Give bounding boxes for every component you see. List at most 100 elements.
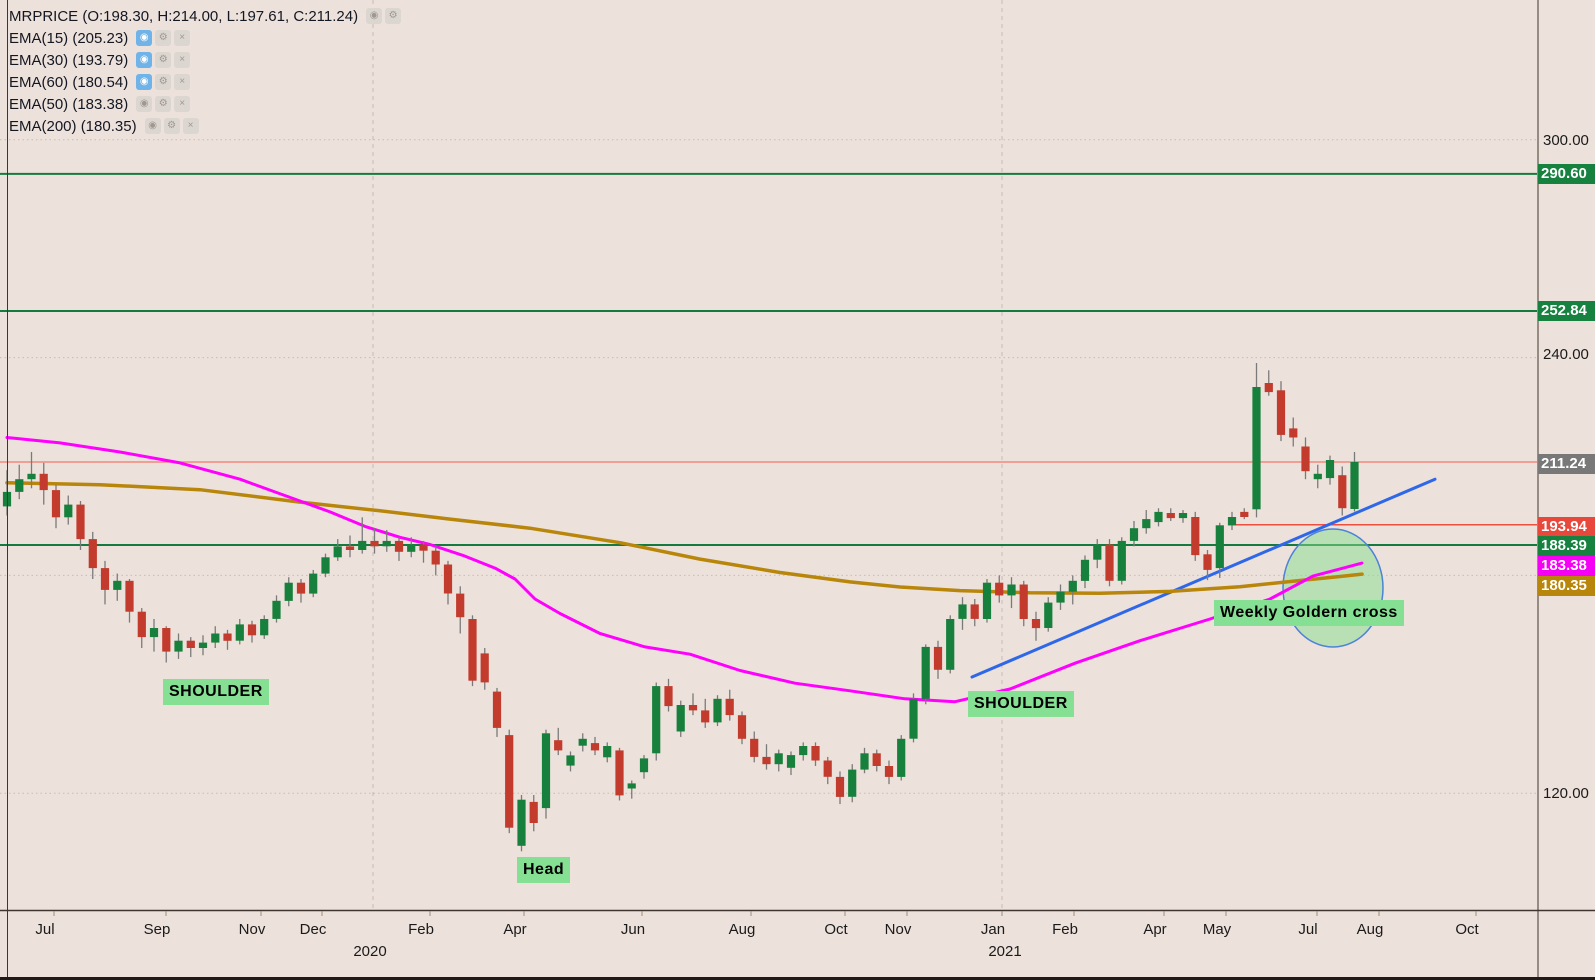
- candle-down: [345, 546, 355, 550]
- symbol-legend-row: MRPRICE (O:198.30, H:214.00, L:197.61, C…: [9, 5, 402, 27]
- close-icon[interactable]: ×: [174, 30, 191, 46]
- candle-up: [639, 758, 649, 773]
- eye-icon[interactable]: ◉: [136, 30, 153, 46]
- gear-icon[interactable]: ⚙: [155, 52, 172, 68]
- trendline-drawing[interactable]: [970, 477, 1437, 679]
- candle-down: [370, 540, 379, 547]
- gear-icon[interactable]: ⚙: [155, 96, 172, 112]
- time-axis-month-label: Oct: [1455, 921, 1479, 938]
- candle-up: [382, 540, 391, 547]
- candle-down: [1264, 383, 1273, 393]
- annotation-label-head[interactable]: Head: [517, 857, 571, 883]
- time-axis-month-label: Sep: [144, 921, 171, 938]
- candle-down: [762, 756, 771, 765]
- gear-icon[interactable]: ⚙: [155, 74, 172, 90]
- candle-down: [88, 539, 97, 569]
- price-axis[interactable]: 300.00 240.00 120.00 290.60 252.84 211.24 193.…: [1538, 0, 1595, 977]
- price-axis-label: 300.00: [1543, 132, 1589, 149]
- price-badge: 183.38: [1538, 556, 1595, 576]
- close-icon[interactable]: ×: [182, 118, 199, 134]
- candle-down: [615, 750, 624, 796]
- annotation-label-shoulder-right[interactable]: SHOULDER: [968, 691, 1074, 717]
- candle-down: [394, 540, 404, 552]
- candle-up: [1007, 584, 1016, 596]
- candle-up: [284, 582, 293, 601]
- candle-down: [1301, 446, 1310, 472]
- symbol-ohlc-title: MRPRICE (O:198.30, H:214.00, L:197.61, C…: [9, 7, 359, 25]
- candle-down: [480, 653, 489, 683]
- time-axis-month-label: Aug: [729, 921, 756, 938]
- candle-up: [149, 628, 159, 638]
- candle-down: [456, 593, 465, 618]
- candle-down: [1105, 544, 1114, 581]
- candle-up: [321, 557, 330, 574]
- candle-up: [1117, 540, 1126, 581]
- candle-up: [909, 698, 918, 739]
- candle-down: [823, 760, 832, 777]
- price-axis-label: 120.00: [1543, 785, 1589, 802]
- indicator-legend-row: EMA(60) (180.54) ◉ ⚙ ×: [9, 71, 401, 93]
- time-axis-month-label: Oct: [824, 921, 848, 938]
- golden-cross-ellipse[interactable]: [1282, 528, 1384, 648]
- candle-up: [1093, 544, 1102, 560]
- candle-up: [27, 473, 36, 480]
- candle-up: [566, 755, 575, 766]
- candle-up: [1313, 473, 1322, 480]
- price-badge: 290.60: [1538, 164, 1595, 184]
- candle-up: [921, 646, 930, 699]
- indicator-legend-row: EMA(50) (183.38) ◉ ⚙ ×: [9, 93, 401, 115]
- candle-up: [982, 582, 992, 619]
- candle-down: [137, 611, 146, 638]
- gear-icon[interactable]: ⚙: [163, 118, 180, 134]
- candle-down: [995, 582, 1004, 596]
- candle-down: [100, 568, 110, 590]
- price-badge: 252.84: [1538, 301, 1595, 321]
- candle-down: [811, 746, 820, 761]
- close-icon[interactable]: ×: [174, 96, 191, 112]
- candle-down: [1019, 584, 1028, 619]
- candle-down: [750, 738, 759, 757]
- time-axis-month-label: Nov: [885, 921, 912, 938]
- indicator-label: EMA(15) (205.23): [9, 29, 129, 47]
- indicator-legend-row: EMA(200) (180.35) ◉ ⚙ ×: [9, 115, 401, 137]
- time-axis-month-label: Jan: [981, 921, 1005, 938]
- candle-up: [958, 604, 967, 619]
- indicator-label: EMA(60) (180.54): [9, 73, 129, 91]
- indicator-label: EMA(50) (183.38): [9, 95, 129, 113]
- time-axis-month-label: Nov: [239, 921, 266, 938]
- time-axis-month-label: Aug: [1357, 921, 1384, 938]
- candle-up: [774, 753, 783, 765]
- close-icon[interactable]: ×: [174, 52, 191, 68]
- price-axis-label: 240.00: [1543, 346, 1589, 363]
- time-axis-month-label: Feb: [1052, 921, 1078, 938]
- candle-up: [235, 624, 244, 641]
- indicator-legend-row: EMA(15) (205.23) ◉ ⚙ ×: [9, 27, 401, 49]
- eye-icon[interactable]: ◉: [136, 74, 153, 90]
- candle-down: [296, 582, 306, 594]
- time-axis-month-label: Jul: [35, 921, 54, 938]
- gear-icon[interactable]: ⚙: [385, 8, 402, 24]
- annotation-label-golden-cross[interactable]: Weekly Goldern cross: [1214, 600, 1404, 626]
- gear-icon[interactable]: ⚙: [155, 30, 172, 46]
- candle-up: [541, 733, 551, 809]
- candle-down: [872, 753, 881, 766]
- annotation-label-shoulder-left[interactable]: SHOULDER: [163, 679, 269, 705]
- time-axis-month-label: Dec: [300, 921, 327, 938]
- candle-down: [1191, 517, 1200, 556]
- candle-up: [1325, 460, 1335, 479]
- candle-down: [970, 604, 979, 619]
- eye-icon[interactable]: ◉: [136, 52, 153, 68]
- close-icon[interactable]: ×: [174, 74, 191, 90]
- candle-up: [1044, 602, 1053, 628]
- candle-up: [946, 619, 955, 670]
- candle-down: [664, 686, 673, 707]
- eye-icon[interactable]: ◉: [366, 8, 383, 24]
- candle-down: [1276, 390, 1286, 435]
- time-axis-month-label: Apr: [503, 921, 526, 938]
- candle-down: [186, 640, 195, 648]
- eye-icon[interactable]: ◉: [136, 96, 153, 112]
- candle-down: [419, 544, 428, 551]
- eye-icon[interactable]: ◉: [144, 118, 161, 134]
